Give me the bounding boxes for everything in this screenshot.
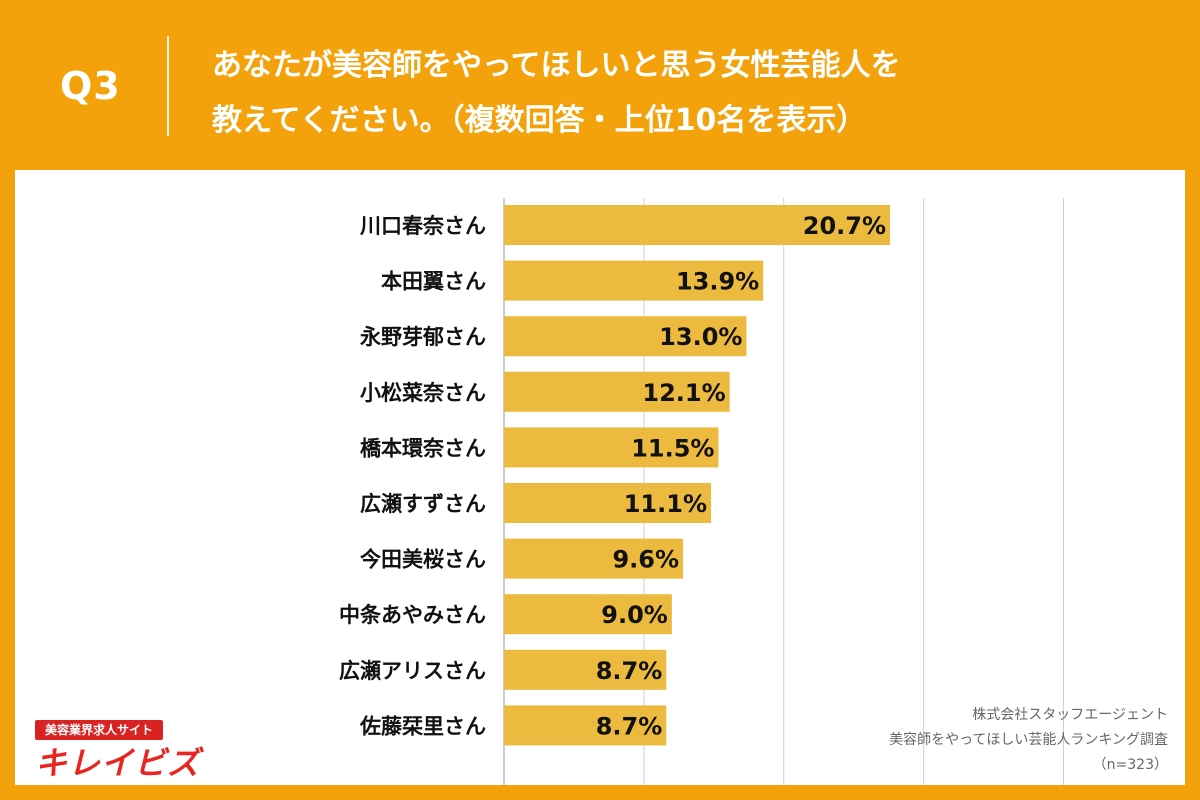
source-sample: （n=323） bbox=[1092, 757, 1168, 773]
bars bbox=[504, 205, 891, 746]
value-label: 9.6% bbox=[612, 546, 679, 574]
value-labels: 20.7% 13.9% 13.0% 12.1% 11.5% 11.1% 9.6% 9.0% 8.… bbox=[596, 212, 886, 740]
value-label: 20.7% bbox=[803, 212, 886, 240]
category-labels: 川口春奈さん本田翼さん永野芽郁さん小松菜奈さん橋本環奈さん広瀬すずさん今田美桜さ… bbox=[339, 214, 486, 738]
bar bbox=[504, 316, 747, 357]
value-label: 8.7% bbox=[596, 712, 663, 740]
source-survey: 美容師をやってほしい芸能人ランキング調査 bbox=[889, 732, 1168, 748]
category-label: 本田翼さん bbox=[381, 270, 486, 294]
category-label: 橋本環奈さん bbox=[360, 436, 486, 460]
bar bbox=[504, 371, 730, 412]
bar bbox=[504, 205, 891, 245]
category-label: 川口春奈さん bbox=[359, 214, 486, 238]
header-divider bbox=[167, 36, 169, 136]
question-number: Q3 bbox=[60, 64, 121, 108]
logo-tagline: 美容業界求人サイト bbox=[35, 720, 164, 740]
category-label: 永野芽郁さん bbox=[359, 325, 486, 349]
value-label: 11.1% bbox=[624, 490, 707, 518]
bar bbox=[504, 538, 684, 579]
category-label: 小松菜奈さん bbox=[360, 381, 486, 405]
category-label: 佐藤栞里さん bbox=[359, 714, 486, 738]
bar bbox=[504, 260, 764, 301]
source-note: 株式会社スタッフエージェント 美容師をやってほしい芸能人ランキング調査 （n=3… bbox=[889, 703, 1168, 778]
question-title-line-2: 教えてください。（複数回答・上位10名を表示） bbox=[212, 103, 867, 138]
kireibiz-logo: 美容業界求人サイト キレイビズ bbox=[35, 720, 225, 782]
value-label: 13.0% bbox=[659, 323, 742, 351]
source-company: 株式会社スタッフエージェント bbox=[972, 707, 1168, 723]
value-label: 12.1% bbox=[642, 379, 725, 407]
category-label: 広瀬アリスさん bbox=[339, 659, 486, 683]
header: Q3 あなたが美容師をやってほしいと思う女性芸能人を 教えてください。（複数回答… bbox=[0, 0, 1200, 170]
category-label: 今田美桜さん bbox=[360, 548, 486, 572]
category-label: 広瀬すずさん bbox=[360, 492, 486, 516]
value-label: 9.0% bbox=[601, 601, 668, 629]
value-label: 8.7% bbox=[596, 657, 663, 685]
bar-chart: 川口春奈さん本田翼さん永野芽郁さん小松菜奈さん橋本環奈さん広瀬すずさん今田美桜さ… bbox=[339, 198, 1064, 785]
question-title-line-1: あなたが美容師をやってほしいと思う女性芸能人を bbox=[212, 48, 901, 83]
bar bbox=[504, 427, 719, 468]
value-label: 11.5% bbox=[631, 434, 714, 462]
category-label: 中条あやみさん bbox=[339, 603, 486, 627]
bar bbox=[504, 594, 672, 635]
bar bbox=[504, 483, 712, 523]
logo-brand: キレイビズ bbox=[35, 744, 201, 782]
value-label: 13.9% bbox=[676, 268, 759, 296]
chart-panel: 川口春奈さん本田翼さん永野芽郁さん 小松菜奈さん 橋本環奈さん 広瀬すずさん 今田美桜さ… bbox=[15, 170, 1185, 785]
bar bbox=[504, 649, 667, 690]
bar bbox=[504, 705, 667, 746]
